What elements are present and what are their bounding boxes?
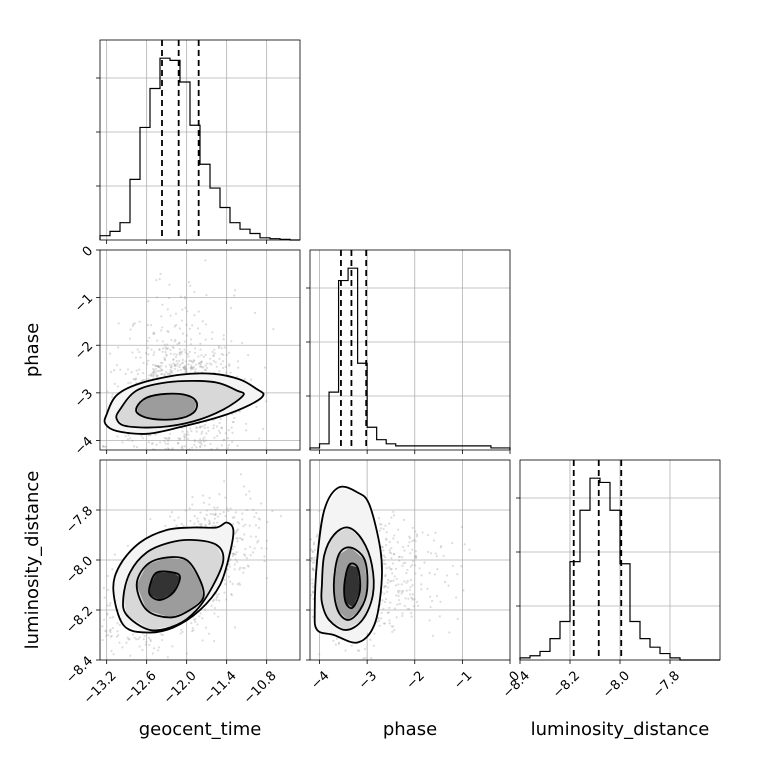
x-axis-label-luminosity-distance: luminosity_distance [531, 719, 710, 740]
grid [310, 250, 510, 450]
x-tick-label: −12.6 [121, 668, 160, 707]
y-tick-label: 0 [80, 244, 96, 260]
x-tick-label: −7.8 [650, 668, 683, 701]
x-axis-label-phase: phase [383, 719, 437, 740]
axes-frame [309, 249, 511, 451]
contour-line [122, 539, 225, 632]
contour-line [320, 526, 375, 631]
y-tick-label: −8.0 [63, 554, 96, 587]
axes-frame [309, 459, 511, 661]
density-region [150, 572, 180, 600]
x-axis-label-geocent-time: geocent_time [139, 719, 262, 740]
y-tick-label: −8.2 [63, 604, 96, 637]
contour-line [103, 372, 265, 435]
contour-line [115, 379, 245, 429]
x-tick-label: −1 [451, 668, 475, 692]
x-tick-label: −8.2 [550, 668, 583, 701]
y-tick-label: −8.4 [63, 654, 96, 687]
axes-frame [99, 459, 301, 661]
axes-frame [519, 459, 721, 661]
y-tick-label: −7.8 [63, 504, 96, 537]
density-region [344, 565, 360, 608]
contour-line [112, 521, 235, 634]
contour-line [135, 556, 205, 619]
grid [100, 40, 300, 240]
contour-line [313, 485, 384, 644]
axes-frame [99, 249, 301, 451]
y-tick-label: −2 [72, 339, 96, 363]
contour-line [135, 392, 198, 421]
density-region [136, 393, 197, 420]
histogram-step [99, 57, 300, 241]
x-tick-label: −11.4 [201, 668, 240, 707]
y-tick-label: −1 [72, 291, 96, 315]
histogram-phase [306, 249, 511, 454]
x-tick-label: −12.0 [161, 668, 200, 707]
y-tick-label: −3 [72, 386, 96, 410]
histogram-step [519, 477, 720, 661]
contour-line [343, 562, 362, 610]
histogram-geocent-time [96, 39, 301, 244]
panel-geocent-time-vs-luminosity-distance: −13.2 −12.6 −12.0 −11.4 −10.8 −8.4 −8.2 −8.0 −7.… [63, 459, 301, 707]
y-axis-label-phase: phase [22, 323, 43, 377]
histogram-step [309, 267, 511, 450]
axes-frame [99, 39, 301, 241]
x-tick-label: −8.0 [600, 668, 633, 701]
y-axis-label-luminosity-distance: luminosity_distance [22, 471, 43, 650]
panel-phase-vs-luminosity-distance: −4 −3 −2 −1 0 [306, 459, 523, 693]
contour-line [332, 546, 369, 621]
histogram-luminosity-distance: −8.4 −8.2 −8.0 −7.8 [500, 459, 721, 701]
y-tick-label: −4 [72, 434, 96, 458]
x-tick-label: −10.8 [241, 668, 280, 707]
x-tick-label: −3 [356, 668, 380, 692]
x-tick-label: −2 [404, 668, 428, 692]
contour-line [148, 570, 181, 601]
x-tick-label: −13.2 [81, 668, 120, 707]
x-tick-label: −4 [308, 668, 332, 692]
